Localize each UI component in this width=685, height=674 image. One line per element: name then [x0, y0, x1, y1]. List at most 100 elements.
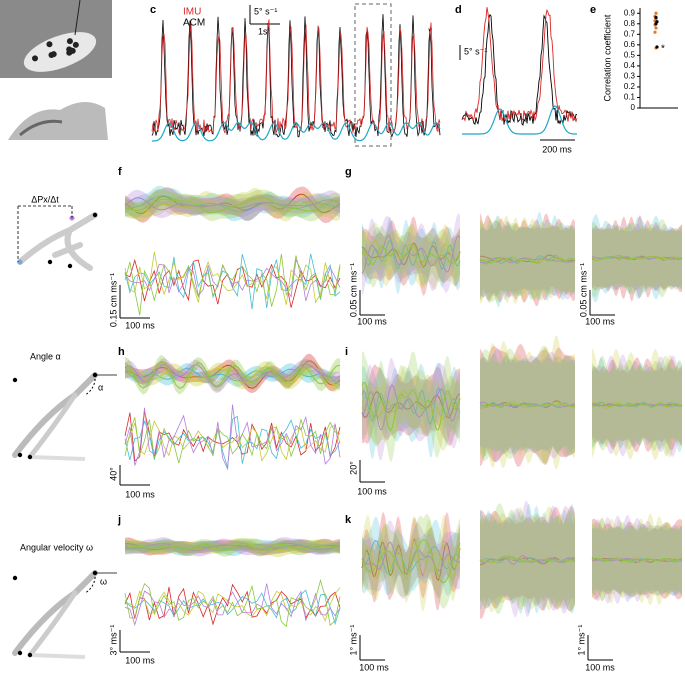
joint [67, 263, 73, 269]
mean-trace [124, 543, 341, 551]
band [362, 364, 460, 446]
joint [17, 452, 23, 458]
scale-label: 100 ms [125, 655, 155, 665]
symbol: ω [100, 576, 107, 586]
photo-spot [66, 46, 73, 53]
panel-label: d [455, 4, 462, 16]
trace [124, 251, 341, 305]
mean-trace [591, 557, 683, 563]
panel-label: j [117, 514, 121, 526]
y-tick-label: 0.6 [624, 40, 636, 49]
mean-trace [361, 234, 461, 274]
angle-arc [84, 572, 96, 594]
joint [12, 575, 18, 581]
panel-label: c [150, 4, 156, 16]
band [362, 365, 460, 452]
band [125, 189, 340, 219]
scale-label: 100 ms [585, 662, 615, 672]
schematic-label: ΔPx/Δt [31, 194, 59, 204]
band [362, 351, 460, 462]
band [480, 503, 575, 615]
point [654, 22, 658, 26]
limb [29, 653, 86, 659]
mean-trace [361, 539, 461, 584]
y-tick-label: 0.3 [624, 72, 636, 81]
point [654, 26, 658, 30]
mean-trace [361, 244, 461, 266]
trace-imu [151, 19, 441, 134]
y-tick-label: 0.8 [624, 19, 636, 28]
mean-trace [361, 381, 461, 432]
limb [17, 212, 98, 271]
panel-label: e [590, 4, 596, 16]
band [480, 335, 575, 470]
trace [124, 258, 341, 302]
joint [47, 259, 53, 265]
trace [124, 589, 341, 626]
mean-trace [361, 537, 461, 581]
panel-label: h [118, 346, 125, 358]
band [362, 513, 460, 609]
trace-imu [461, 7, 578, 123]
band [480, 220, 575, 302]
scale-label: 3° ms⁻¹ [108, 625, 118, 656]
mean-trace [124, 542, 341, 551]
annotation: * [661, 44, 665, 55]
mean-trace [124, 367, 341, 386]
trace-acm [151, 14, 441, 138]
photo-spot [50, 51, 57, 58]
y-tick-label: 0.4 [624, 61, 636, 70]
trace [124, 583, 341, 627]
scale-label: 5° s⁻¹ [254, 6, 277, 16]
y-tick-label: 0.2 [624, 82, 636, 91]
mean-trace [361, 541, 461, 575]
limb [27, 392, 78, 460]
point [653, 30, 657, 34]
y-tick-label: 0.5 [624, 50, 636, 59]
band [362, 511, 460, 611]
mean-trace [361, 384, 461, 430]
scale-label: 1° ms⁻¹ [576, 625, 586, 656]
scale-label: 0.15 cm ms⁻¹ [108, 273, 118, 327]
scale-label: 1s [258, 26, 268, 36]
mean-trace [124, 360, 341, 389]
trace [124, 253, 341, 316]
trace [124, 411, 341, 462]
photo-subject [23, 32, 97, 72]
trace [124, 420, 341, 462]
y-tick-label: 0.1 [624, 93, 636, 102]
mean-trace [479, 256, 576, 264]
row-title: Angular velocity ω [20, 542, 93, 552]
mean-trace [479, 555, 576, 563]
mean-trace [124, 195, 341, 213]
band [125, 537, 340, 556]
band [362, 216, 460, 296]
photo-spot [32, 55, 39, 62]
scale-label: 0.05 cm ms⁻¹ [578, 263, 588, 317]
scale-label: 100 ms [357, 486, 387, 496]
band [480, 348, 575, 463]
limb [12, 570, 98, 656]
band [592, 355, 682, 457]
trace [124, 417, 341, 464]
band [362, 223, 460, 288]
panel-label: g [345, 166, 352, 178]
mean-trace [480, 403, 576, 408]
symbol: α [98, 382, 103, 392]
mean-trace [479, 401, 576, 409]
band [125, 354, 340, 395]
band [362, 216, 460, 295]
mean-trace [591, 255, 683, 261]
legend-entry: ACM [183, 18, 205, 29]
scale-label: 1° ms⁻¹ [348, 625, 358, 656]
limb [29, 455, 86, 461]
row-title: Angle α [30, 351, 61, 361]
limb [12, 372, 98, 458]
photo-cable [74, 0, 81, 36]
scale-label: 20° [348, 461, 358, 475]
band [125, 187, 340, 222]
mean-trace [361, 242, 461, 268]
scale-label: 200 ms [542, 144, 572, 154]
panel-label: k [345, 514, 352, 526]
mean-trace [592, 402, 683, 408]
